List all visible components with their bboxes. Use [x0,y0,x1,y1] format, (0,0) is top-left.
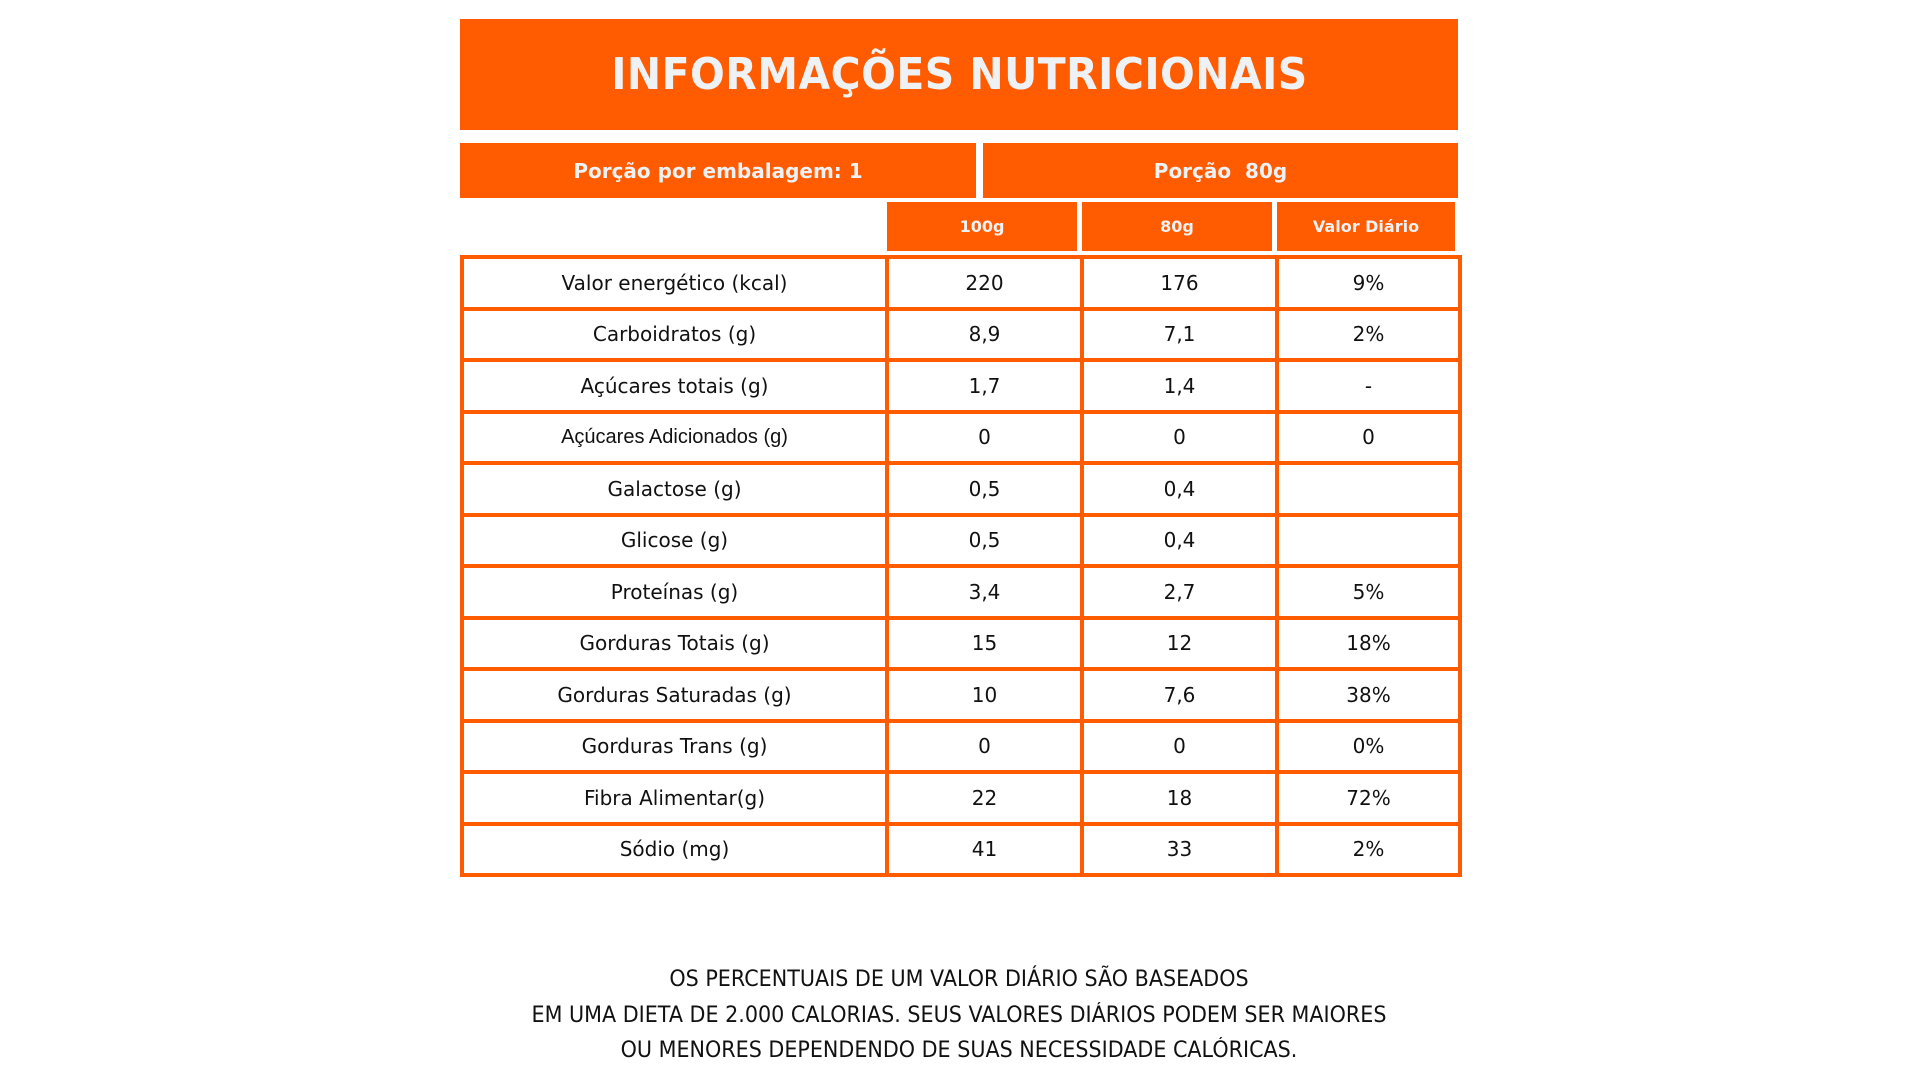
value-daily: 0 [1275,409,1462,465]
column-header-100g: 100g [887,202,1077,251]
table-row: Valor energético (kcal) 220 176 9% [460,255,1462,311]
nutrient-label: Gorduras Totais (g) [460,615,889,671]
nutrient-label: Proteínas (g) [460,564,889,620]
disclaimer-line: OU MENORES DEPENDENDO DE SUAS NECESSIDAD… [620,1038,1298,1063]
value-80g: 18 [1080,770,1279,826]
table-row: Gorduras Saturadas (g) 10 7,6 38% [460,667,1462,723]
nutrient-label: Gorduras Trans (g) [460,718,889,774]
value-80g: 12 [1080,615,1279,671]
nutrient-label: Sódio (mg) [460,821,889,877]
value-100g: 1,7 [885,358,1084,414]
table-row: Sódio (mg) 41 33 2% [460,821,1462,877]
nutrient-label: Açúcares Adicionados (g) [460,409,889,465]
value-daily [1275,461,1462,517]
table-row: Proteínas (g) 3,4 2,7 5% [460,564,1462,620]
nutrient-label: Açúcares totais (g) [460,358,889,414]
title-banner: INFORMAÇÕES NUTRICIONAIS [460,19,1458,130]
value-daily: 2% [1275,306,1462,362]
value-80g: 0,4 [1080,512,1279,568]
value-100g: 0 [885,409,1084,465]
value-daily: 38% [1275,667,1462,723]
table-row: Açúcares Adicionados (g) 0 0 0 [460,409,1462,465]
value-80g: 7,6 [1080,667,1279,723]
table-row: Gorduras Trans (g) 0 0 0% [460,718,1462,774]
value-100g: 41 [885,821,1084,877]
servings-per-package-label: Porção por embalagem: 1 [573,158,863,183]
column-header-daily-value-label: Valor Diário [1312,217,1420,236]
value-80g: 0 [1080,409,1279,465]
table-row: Carboidratos (g) 8,9 7,1 2% [460,306,1462,362]
value-100g: 15 [885,615,1084,671]
nutrient-label: Valor energético (kcal) [460,255,889,311]
value-100g: 10 [885,667,1084,723]
value-80g: 1,4 [1080,358,1279,414]
value-daily: 5% [1275,564,1462,620]
value-daily: - [1275,358,1462,414]
nutrient-label: Fibra Alimentar(g) [460,770,889,826]
page-title: INFORMAÇÕES NUTRICIONAIS [610,49,1308,100]
value-100g: 0,5 [885,461,1084,517]
value-80g: 176 [1080,255,1279,311]
value-100g: 22 [885,770,1084,826]
value-80g: 0 [1080,718,1279,774]
table-row: Gorduras Totais (g) 15 12 18% [460,615,1462,671]
nutrient-label: Carboidratos (g) [460,306,889,362]
value-100g: 0,5 [885,512,1084,568]
value-100g: 0 [885,718,1084,774]
value-daily: 2% [1275,821,1462,877]
value-daily: 72% [1275,770,1462,826]
daily-value-disclaimer: OS PERCENTUAIS DE UM VALOR DIÁRIO SÃO BA… [460,962,1458,1069]
value-100g: 3,4 [885,564,1084,620]
nutrition-table: Valor energético (kcal) 220 176 9% Carbo… [460,255,1462,877]
value-80g: 33 [1080,821,1279,877]
value-100g: 8,9 [885,306,1084,362]
nutrient-label: Galactose (g) [460,461,889,517]
disclaimer-line: EM UMA DIETA DE 2.000 CALORIAS. SEUS VAL… [531,1002,1387,1028]
servings-per-package: Porção por embalagem: 1 [460,143,976,198]
portion-size: Porção 80g [983,143,1458,198]
column-header-80g-label: 80g [1160,217,1194,236]
value-80g: 2,7 [1080,564,1279,620]
nutrient-label: Glicose (g) [460,512,889,568]
table-row: Galactose (g) 0,5 0,4 [460,461,1462,517]
table-row: Glicose (g) 0,5 0,4 [460,512,1462,568]
disclaimer-line: OS PERCENTUAIS DE UM VALOR DIÁRIO SÃO BA… [669,967,1249,992]
value-daily: 9% [1275,255,1462,311]
column-header-100g-label: 100g [959,217,1005,236]
value-100g: 220 [885,255,1084,311]
value-80g: 0,4 [1080,461,1279,517]
column-header-daily-value: Valor Diário [1277,202,1455,251]
portion-size-label: Porção 80g [1153,158,1288,183]
value-daily: 18% [1275,615,1462,671]
table-row: Fibra Alimentar(g) 22 18 72% [460,770,1462,826]
nutrient-label: Gorduras Saturadas (g) [460,667,889,723]
column-header-80g: 80g [1082,202,1272,251]
value-daily [1275,512,1462,568]
table-row: Açúcares totais (g) 1,7 1,4 - [460,358,1462,414]
value-daily: 0% [1275,718,1462,774]
value-80g: 7,1 [1080,306,1279,362]
